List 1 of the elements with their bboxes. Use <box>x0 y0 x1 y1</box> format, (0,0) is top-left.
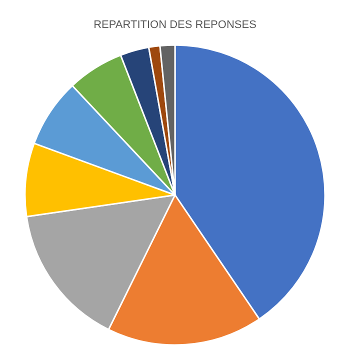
chart-title: REPARTITION DES REPONSES <box>94 19 256 31</box>
